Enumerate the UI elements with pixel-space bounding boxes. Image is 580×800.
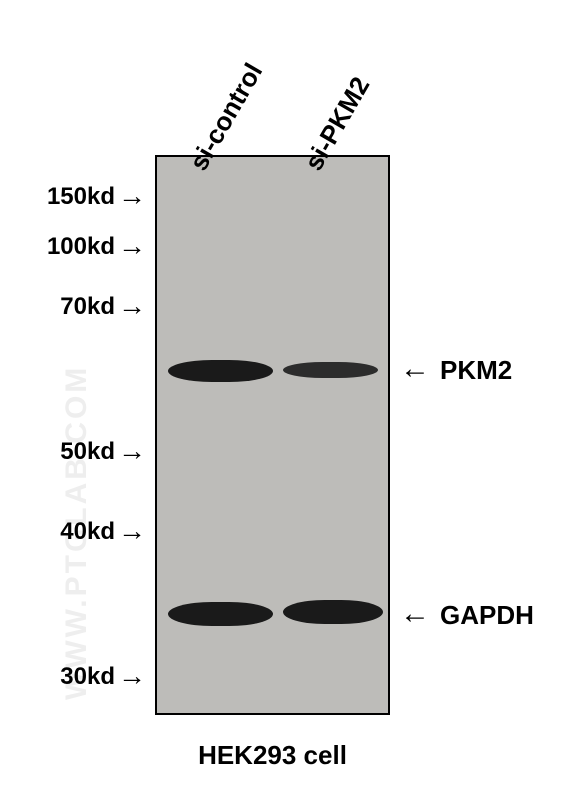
band-gapdh-si-control: [168, 602, 273, 626]
figure-caption: HEK293 cell: [155, 740, 390, 771]
mw-label-40kd: 40kd: [0, 518, 115, 546]
band-gapdh-si-pkm2: [283, 600, 383, 624]
band-arrow-gapdh: ←: [400, 597, 430, 631]
band-pkm2-si-control: [168, 360, 273, 382]
figure-container: WWW.PTGLAB.COM si-control si-PKM2 150kd …: [0, 0, 580, 800]
blot-membrane: [155, 155, 390, 715]
mw-arrow-30kd: →: [118, 660, 146, 692]
mw-label-30kd: 30kd: [0, 663, 115, 691]
mw-label-50kd: 50kd: [0, 438, 115, 466]
band-label-pkm2: PKM2: [440, 355, 512, 386]
mw-arrow-50kd: →: [118, 435, 146, 467]
mw-arrow-70kd: →: [118, 290, 146, 322]
band-arrow-pkm2: ←: [400, 352, 430, 386]
mw-arrow-40kd: →: [118, 515, 146, 547]
mw-arrow-100kd: →: [118, 230, 146, 262]
mw-arrow-150kd: →: [118, 180, 146, 212]
mw-label-150kd: 150kd: [0, 183, 115, 211]
band-label-gapdh: GAPDH: [440, 600, 534, 631]
mw-label-100kd: 100kd: [0, 233, 115, 261]
band-pkm2-si-pkm2: [283, 362, 378, 378]
mw-label-70kd: 70kd: [0, 293, 115, 321]
